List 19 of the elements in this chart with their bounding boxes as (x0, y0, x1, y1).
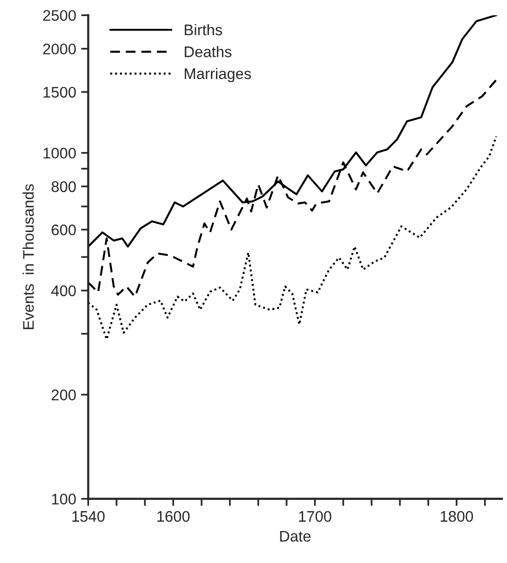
y-tick-label: 1000 (44, 148, 76, 159)
x-tick-label: 1600 (157, 511, 190, 522)
line-series (88, 135, 498, 340)
y-tick-label: 200 (52, 390, 76, 400)
x-tick-label: 1700 (299, 511, 332, 522)
x-tick-label: 1540 (72, 511, 105, 522)
y-tick-label: 2500 (43, 10, 76, 21)
legend-label: Births (184, 24, 222, 36)
y-tick-label: 2000 (43, 44, 76, 54)
legend-label: Deaths (184, 46, 232, 58)
y-tick-label: 100 (52, 494, 76, 505)
y-tick-label: 600 (52, 224, 76, 236)
y-axis-title: Events in Thousands (22, 184, 34, 330)
y-tick-label: 400 (51, 285, 76, 296)
legend-label: Marriages (184, 68, 251, 82)
x-axis-title: Date (280, 530, 311, 542)
x-tick-label: 1800 (440, 511, 473, 522)
y-tick-label: 800 (52, 181, 76, 192)
y-tick-label: 1500 (44, 86, 76, 98)
